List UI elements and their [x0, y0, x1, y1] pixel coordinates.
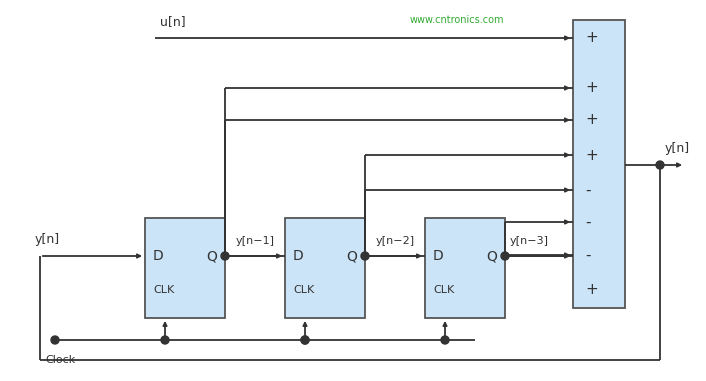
Text: Q: Q: [486, 249, 497, 263]
Circle shape: [656, 161, 664, 169]
Text: y[n−1]: y[n−1]: [236, 236, 275, 246]
Text: Q: Q: [346, 249, 357, 263]
Text: -: -: [585, 215, 590, 229]
Text: www.cntronics.com: www.cntronics.com: [409, 15, 504, 25]
Text: +: +: [585, 80, 598, 96]
Text: y[n−3]: y[n−3]: [510, 236, 549, 246]
Bar: [285, 218, 365, 318]
Text: +: +: [585, 30, 598, 45]
Text: Q: Q: [206, 249, 217, 263]
Text: u[n]: u[n]: [160, 15, 186, 28]
Bar: [425, 218, 505, 318]
Circle shape: [161, 336, 169, 344]
Circle shape: [221, 252, 229, 260]
Text: +: +: [585, 147, 598, 163]
Bar: [573, 20, 625, 308]
Circle shape: [441, 336, 449, 344]
Text: -: -: [585, 248, 590, 263]
Circle shape: [51, 336, 59, 344]
Circle shape: [361, 252, 369, 260]
Text: CLK: CLK: [153, 285, 174, 295]
Circle shape: [301, 336, 309, 344]
Text: y[n]: y[n]: [35, 233, 60, 246]
Text: y[n]: y[n]: [665, 142, 690, 155]
Text: +: +: [585, 282, 598, 298]
Text: -: -: [585, 182, 590, 197]
Text: +: +: [585, 112, 598, 128]
Text: Clock: Clock: [45, 355, 76, 365]
Text: D: D: [433, 249, 444, 263]
Text: y[n−2]: y[n−2]: [376, 236, 414, 246]
Bar: [145, 218, 225, 318]
Text: CLK: CLK: [293, 285, 314, 295]
Text: CLK: CLK: [433, 285, 454, 295]
Text: D: D: [293, 249, 304, 263]
Text: D: D: [153, 249, 164, 263]
Circle shape: [301, 336, 309, 344]
Circle shape: [501, 252, 509, 260]
